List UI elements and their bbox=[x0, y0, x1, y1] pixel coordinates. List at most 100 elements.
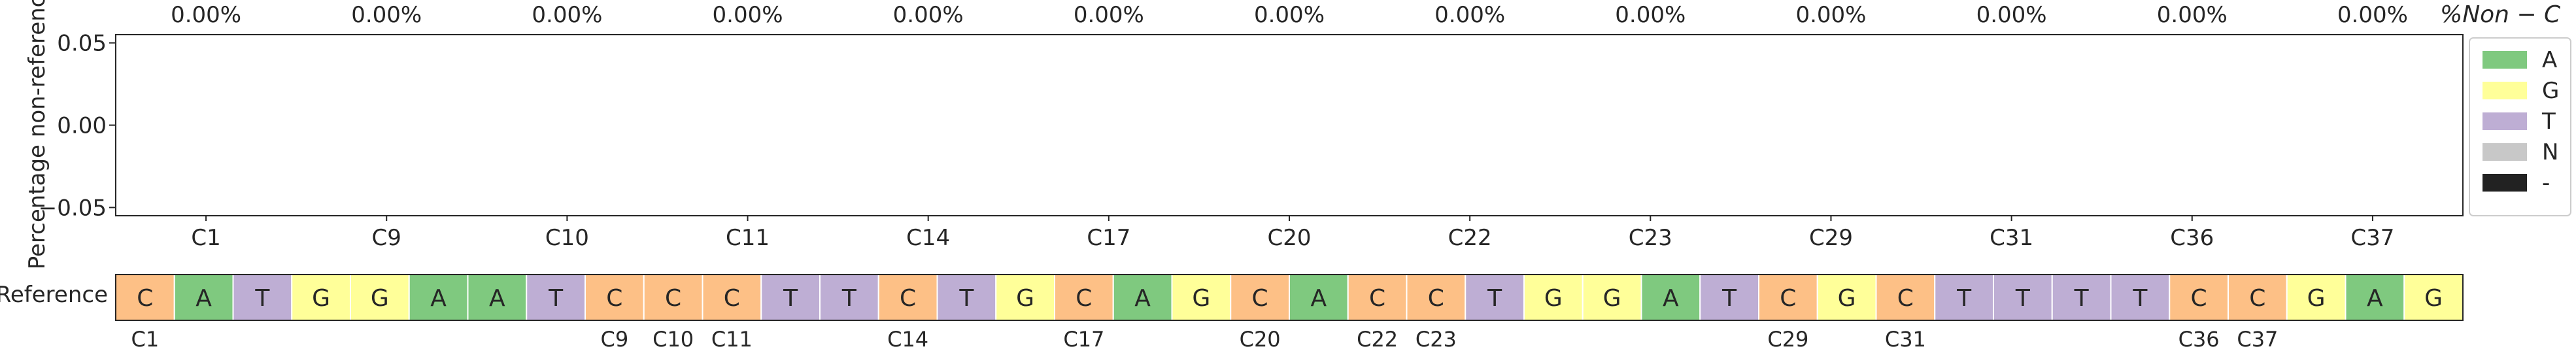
reference-base: C bbox=[2249, 285, 2265, 312]
reference-frame bbox=[115, 274, 2464, 321]
reference-base: G bbox=[1192, 285, 1210, 312]
reference-cell bbox=[2286, 274, 2347, 321]
reference-position-label: C1 bbox=[131, 327, 160, 352]
percent-label: 0.00% bbox=[2337, 2, 2408, 28]
reference-cell bbox=[2051, 274, 2112, 321]
x-ticks: C1 C9 C10 C11 C14 C17 C20 C22 C23 C29 C31 C36 C37 bbox=[191, 216, 2394, 251]
reference-cell bbox=[936, 274, 997, 321]
y-tick-label: −0.05 bbox=[39, 195, 107, 221]
reference-cell bbox=[1112, 274, 1173, 321]
x-tick-label: C9 bbox=[372, 225, 401, 251]
percent-label: 0.00% bbox=[893, 2, 964, 28]
reference-position-label: C11 bbox=[711, 327, 753, 352]
reference-base: C bbox=[1369, 285, 1385, 312]
legend-swatch bbox=[2483, 143, 2527, 161]
legend-swatch bbox=[2483, 51, 2527, 69]
reference-base: C bbox=[1076, 285, 1092, 312]
reference-position-label: C22 bbox=[1357, 327, 1398, 352]
reference-label: Reference bbox=[0, 282, 108, 308]
percent-label: 0.00% bbox=[351, 2, 422, 28]
reference-base: T bbox=[2132, 285, 2148, 312]
reference-base: T bbox=[841, 285, 857, 312]
y-ticks: 0.05 0.00 −0.05 bbox=[39, 31, 116, 221]
reference-cell bbox=[350, 274, 410, 321]
reference-cell bbox=[2110, 274, 2171, 321]
reference-base: C bbox=[1252, 285, 1268, 312]
reference-base: A bbox=[195, 285, 212, 312]
legend-swatch bbox=[2483, 82, 2527, 99]
y-axis-label: Percentage non-reference bbox=[24, 0, 50, 269]
reference-base: C bbox=[606, 285, 622, 312]
reference-base: C bbox=[1780, 285, 1796, 312]
reference-cell bbox=[995, 274, 1055, 321]
reference-base: T bbox=[1956, 285, 1972, 312]
reference-base: T bbox=[2015, 285, 2031, 312]
reference-base: T bbox=[958, 285, 974, 312]
reference-base: T bbox=[1721, 285, 1737, 312]
reference-base: C bbox=[1897, 285, 1914, 312]
x-tick-label: C11 bbox=[726, 225, 770, 251]
reference-position-label: C37 bbox=[2237, 327, 2278, 352]
x-tick-label: C14 bbox=[906, 225, 950, 251]
reference-cell bbox=[877, 274, 938, 321]
reference-position-label: C10 bbox=[652, 327, 694, 352]
reference-base: G bbox=[1603, 285, 1621, 312]
x-tick-label: C22 bbox=[1448, 225, 1492, 251]
percent-label: 0.00% bbox=[1074, 2, 1144, 28]
top-right-label: %Non − C bbox=[2440, 1, 2561, 28]
reference-position-label: C29 bbox=[1767, 327, 1808, 352]
reference-cell bbox=[115, 274, 175, 321]
legend-label: A bbox=[2542, 47, 2557, 73]
reference-cell bbox=[1934, 274, 1994, 321]
reference-base: C bbox=[1428, 285, 1444, 312]
x-tick-label: C10 bbox=[545, 225, 589, 251]
reference-base: A bbox=[489, 285, 505, 312]
percentage-plot: Percentage non-reference 0.05 0.00 −0.05 C… bbox=[24, 0, 2561, 269]
y-tick-label: 0.00 bbox=[57, 113, 107, 139]
reference-position-label: C14 bbox=[887, 327, 928, 352]
reference-position-label: C23 bbox=[1415, 327, 1457, 352]
reference-track: Reference C A T G G A A T C C C T T C T G C A G C A C C T G G A T C G… bbox=[0, 274, 2464, 352]
reference-base: G bbox=[1544, 285, 1563, 312]
reference-position-label: C17 bbox=[1063, 327, 1104, 352]
legend-label: - bbox=[2542, 170, 2550, 196]
x-tick-label: C37 bbox=[2350, 225, 2394, 251]
legend-label: G bbox=[2542, 78, 2559, 104]
reference-position-labels: C1 C9 C10 C11 C14 C17 C20 C22 C23 C29 C31 C36 C37 bbox=[131, 327, 2279, 352]
reference-cell bbox=[1054, 274, 1114, 321]
reference-cell bbox=[1523, 274, 1584, 321]
x-tick-label: C17 bbox=[1087, 225, 1130, 251]
reference-base: G bbox=[371, 285, 389, 312]
reference-cell bbox=[585, 274, 645, 321]
reference-base: C bbox=[900, 285, 916, 312]
reference-base: A bbox=[2367, 285, 2383, 312]
reference-base: C bbox=[2191, 285, 2207, 312]
reference-base: C bbox=[665, 285, 681, 312]
legend-swatch bbox=[2483, 112, 2527, 130]
percent-label: 0.00% bbox=[1615, 2, 1686, 28]
reference-cell bbox=[526, 274, 586, 321]
legend-label: T bbox=[2541, 109, 2556, 135]
reference-base: C bbox=[137, 285, 153, 312]
percent-label: 0.00% bbox=[2157, 2, 2228, 28]
reference-position-label: C31 bbox=[1885, 327, 1926, 352]
reference-cell bbox=[1289, 274, 1349, 321]
reference-position-label: C9 bbox=[601, 327, 629, 352]
percent-label: 0.00% bbox=[1254, 2, 1325, 28]
y-tick-label: 0.05 bbox=[57, 31, 107, 57]
percent-label: 0.00% bbox=[1976, 2, 2047, 28]
reference-base: C bbox=[724, 285, 740, 312]
reference-base: T bbox=[548, 285, 564, 312]
legend-label: N bbox=[2542, 139, 2558, 165]
x-tick-label: C29 bbox=[1809, 225, 1853, 251]
x-tick-label: C31 bbox=[1990, 225, 2033, 251]
percent-label: 0.00% bbox=[1434, 2, 1505, 28]
reference-base: T bbox=[1487, 285, 1502, 312]
reference-position-label: C20 bbox=[1240, 327, 1281, 352]
reference-base: A bbox=[1311, 285, 1327, 312]
reference-base: G bbox=[312, 285, 330, 312]
reference-base: G bbox=[1016, 285, 1034, 312]
